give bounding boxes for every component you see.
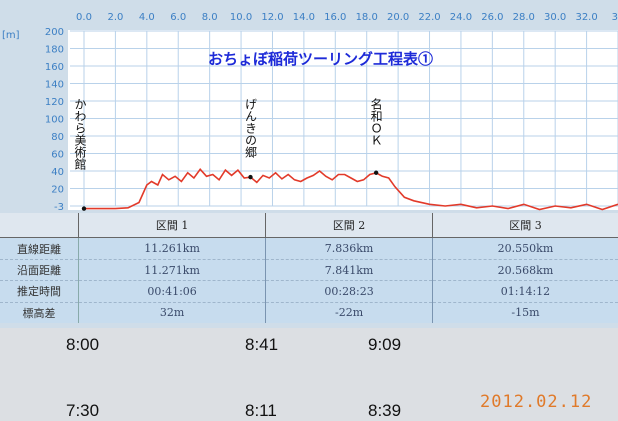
table-header-row: 区間 1 区間 2 区間 3: [0, 213, 618, 239]
x-tick-label: 22.0: [418, 12, 440, 23]
segment-header: 区間 1: [77, 213, 266, 239]
time-label: 8:39: [368, 401, 402, 420]
time-label: 7:30: [66, 401, 100, 420]
segment-header: 区間 2: [265, 213, 433, 239]
x-tick-label: 34: [612, 12, 618, 23]
x-tick-label: 14.0: [293, 12, 315, 23]
x-tick-label: 8.0: [202, 12, 218, 23]
waypoint-marker: [373, 170, 379, 175]
waypoint-marker: [81, 206, 87, 211]
x-tick-label: 10.0: [230, 12, 252, 23]
table-cell: 00:41:06: [78, 280, 266, 303]
table-row: 沿面距離 11.271km 7.841km 20.568km: [0, 258, 618, 281]
table-cell: 00:28:23: [265, 280, 433, 303]
elevation-chart: 0.0 2.0 4.0 6.0 8.0 10.0 12.0 14.0 16.0 18.0 20.0 2…: [2, 12, 618, 213]
table-row: 標高差 32m -22m -15m: [0, 301, 618, 323]
x-tick-label: 12.0: [261, 12, 283, 23]
table-row: 直線距離 11.261km 7.836km 20.550km: [0, 237, 618, 260]
x-tick-label: 6.0: [170, 12, 186, 23]
y-tick-label: 100: [45, 115, 64, 126]
y-ticks: 200 180 160 140 120 100 80 60 40 20 -3: [45, 27, 64, 213]
x-tick-label: 18.0: [356, 12, 378, 23]
y-tick-label: 200: [45, 27, 64, 38]
y-tick-label: 60: [51, 150, 64, 161]
y-tick-label: 20: [51, 185, 64, 196]
x-tick-label: 16.0: [324, 12, 346, 23]
annotations: かわら美術館 げんきの郷 名和ＯＫ: [73, 97, 383, 170]
waypoint-markers: [81, 170, 379, 211]
elevation-series-line: [84, 168, 618, 211]
x-tick-label: 20.0: [387, 12, 409, 23]
row-label: 直線距離: [0, 237, 79, 260]
table-cell: 01:14:12: [431, 280, 618, 303]
segment-stats-table: 区間 1 区間 2 区間 3 直線距離 11.261km 7.836km 20.…: [0, 213, 618, 323]
waypoint-annotation: かわら美術館: [73, 98, 87, 170]
row-label: 沿面距離: [0, 258, 79, 281]
time-label: 8:00: [66, 335, 100, 354]
table-cell: 7.836km: [265, 237, 433, 260]
table-cell: -15m: [431, 301, 618, 323]
table-cell: 7.841km: [265, 258, 433, 281]
x-tick-label: 32.0: [575, 12, 597, 23]
x-tick-label: 28.0: [513, 12, 535, 23]
waypoint-annotation: 名和ＯＫ: [369, 97, 383, 146]
table-cell: 11.271km: [78, 258, 266, 281]
x-ticks: 0.0 2.0 4.0 6.0 8.0 10.0 12.0 14.0 16.0 18.0 20.0 2…: [76, 12, 618, 23]
waypoint-annotation: げんきの郷: [243, 98, 257, 158]
y-tick-label: -3: [54, 202, 64, 213]
table-cell: 32m: [78, 301, 266, 323]
y-tick-label: 160: [45, 62, 64, 73]
time-label: 8:11: [245, 401, 277, 420]
y-axis-unit: [m]: [2, 30, 20, 41]
waypoint-marker: [248, 174, 253, 180]
row-label: 標高差: [0, 301, 79, 323]
x-tick-label: 4.0: [139, 12, 155, 23]
segment-header: 区間 3: [431, 213, 618, 239]
x-tick-label: 24.0: [450, 12, 472, 23]
time-label: 8:41: [245, 335, 279, 354]
y-tick-label: 140: [45, 80, 64, 91]
x-tick-label: 2.0: [107, 12, 123, 23]
y-tick-label: 120: [45, 97, 64, 108]
x-tick-label: 30.0: [544, 12, 566, 23]
table-cell: 11.261km: [78, 237, 266, 260]
table-row: 推定時間 00:41:06 00:28:23 01:14:12: [0, 280, 618, 303]
time-label: 9:09: [368, 335, 402, 354]
y-tick-label: 180: [45, 45, 64, 56]
monitor-screen: 0.0 2.0 4.0 6.0 8.0 10.0 12.0 14.0 16.0 18.0 20.0 2…: [0, 0, 618, 328]
y-tick-label: 40: [51, 167, 64, 178]
grid: [70, 30, 618, 207]
y-tick-label: 80: [51, 132, 64, 143]
row-label: 推定時間: [0, 280, 79, 303]
table-cell: 20.550km: [431, 237, 618, 260]
x-tick-label: 26.0: [481, 12, 503, 23]
table-cell: -22m: [265, 301, 433, 323]
table-cell: 20.568km: [431, 258, 618, 281]
date-stamp: 2012.02.12: [480, 392, 593, 412]
chart-title: おちょぼ稲荷ツーリング工程表①: [208, 50, 433, 68]
x-tick-label: 0.0: [76, 12, 92, 23]
header-corner: [0, 213, 79, 239]
